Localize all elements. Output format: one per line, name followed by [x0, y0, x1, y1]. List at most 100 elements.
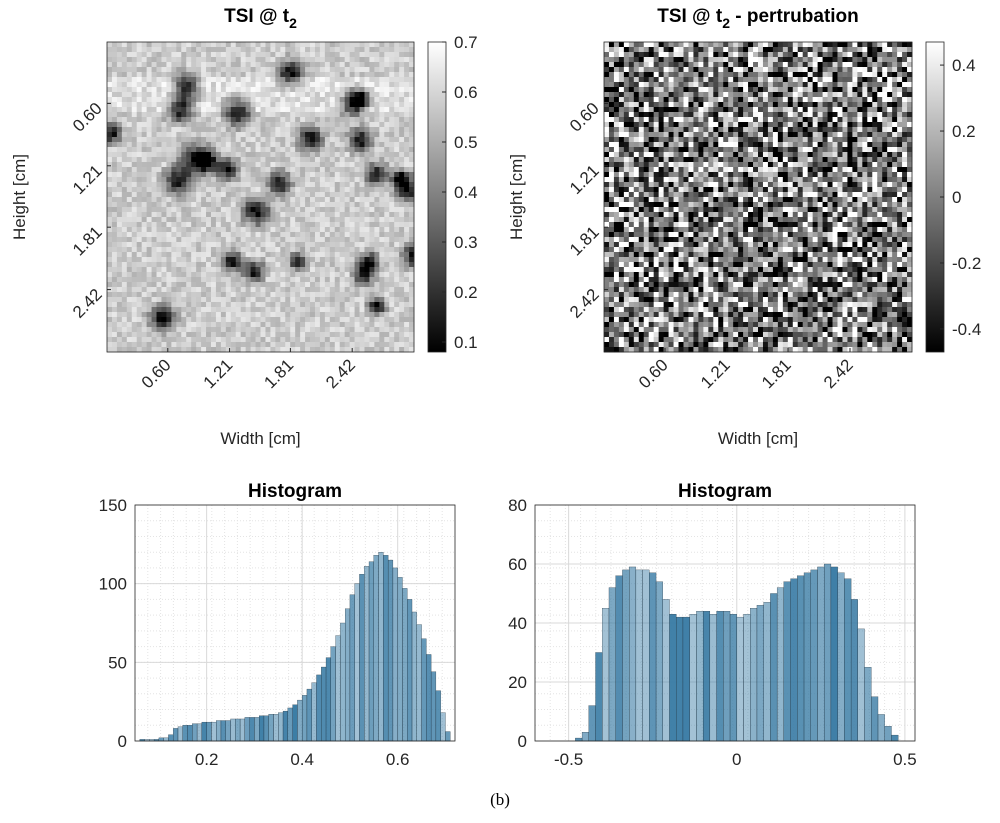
image-cell [389, 277, 395, 283]
image-cell [384, 327, 390, 333]
image-cell [265, 307, 271, 313]
image-cell [181, 107, 187, 113]
image-cell [270, 302, 276, 308]
image-cell [872, 77, 878, 83]
image-cell [111, 212, 118, 218]
image-cell [344, 77, 351, 83]
image-cell [344, 182, 351, 188]
image-cell [718, 77, 724, 83]
image-cell [280, 97, 286, 103]
image-cell [718, 62, 724, 68]
image-cell [210, 177, 217, 183]
image-cell [310, 277, 316, 283]
image-cell [344, 317, 351, 323]
image-cell [146, 242, 152, 248]
image-cell [290, 112, 296, 118]
image-cell [743, 77, 749, 83]
image-cell [703, 92, 709, 98]
image-cell [151, 242, 157, 248]
image-cell [206, 327, 212, 333]
image-cell [399, 132, 405, 138]
image-cell [156, 202, 162, 208]
image-cell [314, 117, 321, 123]
image-cell [225, 327, 232, 333]
image-cell [235, 337, 242, 343]
image-cell [126, 267, 133, 273]
image-cell [817, 127, 823, 133]
image-cell [186, 167, 192, 173]
image-cell [698, 42, 704, 48]
image-cell [230, 282, 237, 288]
image-cell [310, 292, 316, 298]
image-cell [210, 267, 217, 273]
image-cell [359, 277, 365, 283]
image-cell [349, 337, 355, 343]
image-cell [230, 57, 237, 63]
image-cell [872, 92, 878, 98]
image-cell [191, 327, 197, 333]
image-cell [121, 252, 128, 258]
image-cell [758, 102, 764, 108]
image-cell [359, 297, 365, 303]
image-cell [225, 242, 232, 248]
image-cell [107, 152, 113, 158]
image-cell [319, 67, 326, 73]
image-cell [126, 42, 133, 48]
image-cell [743, 97, 749, 103]
image-cell [882, 42, 888, 48]
image-cell [758, 47, 764, 53]
image-cell [270, 62, 276, 68]
image-cell [290, 297, 296, 303]
image-cell [300, 132, 306, 138]
image-cell [225, 292, 232, 298]
image-cell [310, 222, 316, 228]
image-cell [116, 292, 123, 298]
image-cell [265, 332, 271, 338]
image-cell [136, 52, 143, 58]
image-cell [191, 262, 197, 268]
image-cell [161, 92, 167, 98]
image-cell [862, 87, 868, 93]
image-cell [379, 287, 385, 293]
image-cell [300, 127, 306, 133]
image-cell [191, 112, 197, 118]
image-cell [275, 337, 281, 343]
image-cell [310, 137, 316, 143]
image-cell [379, 297, 385, 303]
image-cell [703, 112, 709, 118]
image-cell [196, 47, 202, 53]
image-cell [290, 227, 296, 233]
image-cell [608, 62, 615, 68]
image-cell [260, 127, 266, 133]
image-cell [206, 172, 212, 178]
image-cell [653, 42, 660, 48]
image-cell [275, 207, 281, 213]
image-cell [399, 247, 405, 253]
image-cell [215, 127, 222, 133]
image-cell [225, 67, 232, 73]
image-cell [206, 97, 212, 103]
image-cell [181, 117, 187, 123]
image-cell [643, 92, 650, 98]
image-cell [319, 262, 326, 268]
image-cell [324, 342, 331, 348]
image-cell [847, 47, 853, 53]
image-cell [176, 162, 182, 168]
image-cell [290, 282, 296, 288]
image-cell [310, 132, 316, 138]
image-cell [359, 57, 365, 63]
image-cell [683, 87, 689, 93]
image-cell [121, 117, 128, 123]
image-cell [146, 127, 152, 133]
image-cell [136, 72, 143, 78]
image-cell [270, 322, 276, 328]
image-cell [379, 292, 385, 298]
image-cell [240, 267, 247, 273]
image-cell [295, 322, 301, 328]
image-cell [300, 122, 306, 128]
image-cell [817, 107, 823, 113]
image-cell [305, 347, 311, 353]
image-cell [359, 97, 365, 103]
image-cell [107, 67, 113, 73]
image-cell [196, 132, 202, 138]
